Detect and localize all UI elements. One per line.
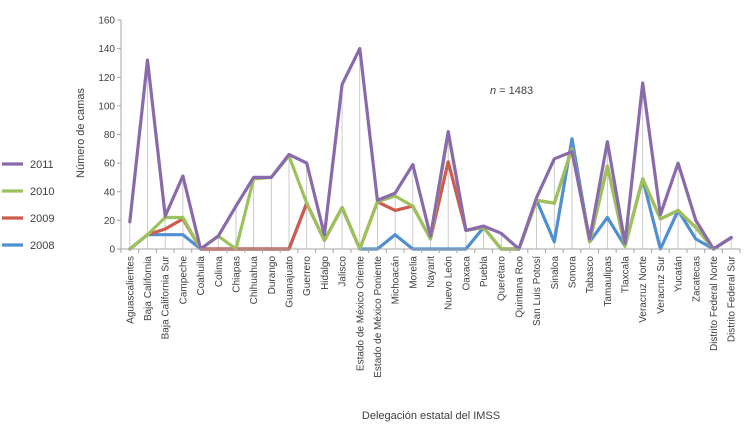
x-tick-label: Nuevo León <box>444 256 455 310</box>
x-tick-label: Campeche <box>178 256 189 305</box>
legend-label-2010: 2010 <box>30 186 54 198</box>
x-tick-label: Aguascalientes <box>125 256 136 324</box>
x-tick-label: Querétaro <box>497 256 508 301</box>
y-tick-label: 40 <box>104 187 116 198</box>
x-tick-label: Jalisco <box>338 256 349 287</box>
sample-size-annotation: n = 1483 <box>490 85 533 97</box>
x-tick-label: Chiapas <box>231 256 242 293</box>
x-tick-label: Baja California <box>143 256 154 321</box>
x-tick-label: Yucatán <box>674 256 685 292</box>
y-tick-labels: 0 20 40 60 80 100 120 140 160 <box>98 16 121 256</box>
y-tick-label: 120 <box>98 73 115 84</box>
x-tick-label: Nayarit <box>426 256 437 288</box>
x-tick-label: Distrito Federal Norte <box>709 256 720 351</box>
x-tick-labels: Aguascalientes Baja California Baja Califo… <box>120 249 741 378</box>
y-tick-label: 60 <box>104 159 116 170</box>
x-tick-label: Estado de México Poniente <box>373 256 384 378</box>
legend-label-2011: 2011 <box>30 159 54 171</box>
x-tick-label: Hidalgo <box>320 256 331 290</box>
x-tick-label: Sonora <box>567 256 578 289</box>
series-lines <box>128 46 733 251</box>
x-tick-label: Tlaxcala <box>621 256 632 294</box>
y-tick-label: 100 <box>98 101 115 112</box>
axes <box>120 20 740 250</box>
x-tick-label: Guerrero <box>302 256 313 296</box>
x-tick-label: San Luis Potosí <box>532 256 543 326</box>
x-tick-label: Distrito Federal Sur <box>727 255 738 342</box>
x-tick-label: Durango <box>267 256 278 295</box>
x-tick-label: Tabasco <box>585 256 596 294</box>
y-tick-label: 0 <box>109 245 115 256</box>
x-tick-label: Quintana Roo <box>514 256 525 318</box>
x-tick-label: Colima <box>214 256 225 288</box>
x-tick-label: Oaxaca <box>461 256 472 291</box>
legend: 2011 2010 2009 2008 <box>2 159 54 252</box>
series-line-2011 <box>128 46 733 251</box>
x-tick-label: Estado de México Oriente <box>355 256 366 371</box>
legend-label-2008: 2008 <box>30 240 54 252</box>
x-tick-label: Chihuahua <box>249 256 260 305</box>
drop-lines <box>129 48 732 249</box>
x-tick-label: Coahuila <box>196 256 207 296</box>
y-tick-label: 140 <box>98 44 115 55</box>
y-tick-label: 160 <box>98 16 115 27</box>
x-tick-label: Veracruz Norte <box>638 256 649 323</box>
x-tick-label: Guanajuato <box>285 256 296 308</box>
series-line-2010 <box>128 131 733 251</box>
x-tick-label: Morelia <box>408 256 419 289</box>
legend-label-2009: 2009 <box>30 213 54 225</box>
y-tick-label: 20 <box>104 216 116 227</box>
x-tick-label: Michoacán <box>391 256 402 304</box>
x-tick-label: Tamaulipas <box>603 256 614 307</box>
x-tick-label: Veracruz Sur <box>656 255 667 313</box>
x-tick-label: Zacatecas <box>691 256 702 302</box>
x-tick-label: Puebla <box>479 256 490 288</box>
x-axis-title: Delegación estatal del IMSS <box>362 410 500 422</box>
y-tick-label: 80 <box>104 130 116 141</box>
y-axis-title: Número de camas <box>75 88 87 178</box>
x-tick-label: Sinaloa <box>550 256 561 290</box>
x-tick-label: Baja California Sur <box>161 255 172 339</box>
